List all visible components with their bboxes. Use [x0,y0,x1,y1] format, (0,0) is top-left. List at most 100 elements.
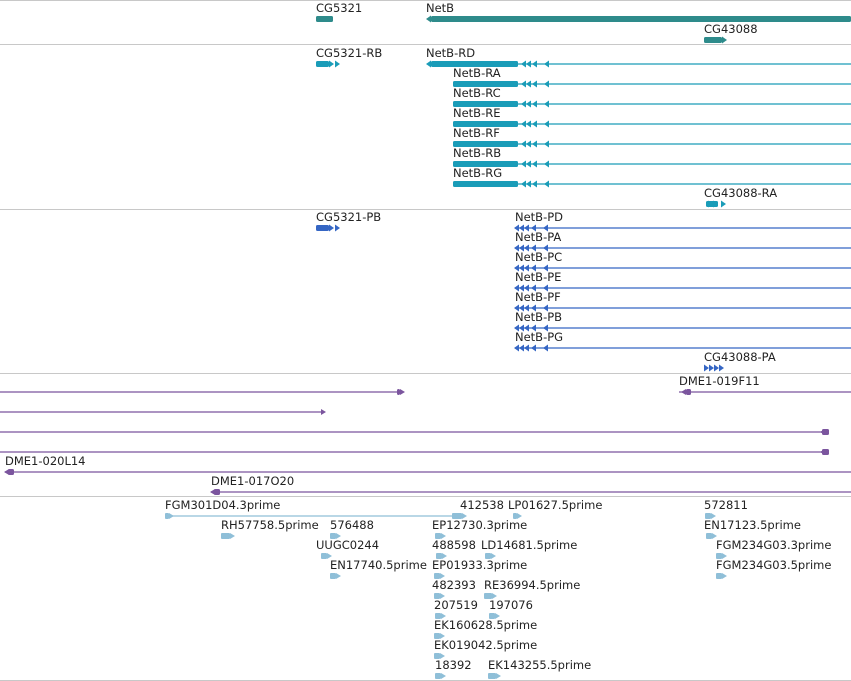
strand-arrow-left [681,389,686,395]
protein-label-netb-pf[interactable]: NetB-PF [515,290,561,304]
strand-arrow-left [521,60,526,68]
est-label-fgm234g03-3prime[interactable]: FGM234G03.3prime [716,538,832,552]
exon-block [316,16,333,22]
est-label-ek019042-5prime[interactable]: EK019042.5prime [434,638,538,652]
clone-dme1-020l14 [4,469,851,475]
est-label-lp01627-5prime[interactable]: LP01627.5prime [508,498,603,512]
clone-label-dme1-020l14[interactable]: DME1-020L14 [5,454,86,468]
strand-arrow-right [722,553,727,559]
strand-arrow-right [719,364,724,372]
strand-arrow-left [532,140,537,148]
strand-arrow-right [495,613,500,619]
est-label-en17740-5prime[interactable]: EN17740.5prime [330,558,427,572]
strand-arrow-right [711,513,716,519]
transcript-label-netb-rg[interactable]: NetB-RG [453,166,503,180]
est-block [435,613,441,619]
est-block [484,593,492,599]
est-label-ek160628-5prime[interactable]: EK160628.5prime [434,618,538,632]
clone-left-span-2 [0,409,326,415]
est-label-fgm301d04-3prime[interactable]: FGM301D04.3prime [165,498,281,512]
est-label-rh57758-5prime[interactable]: RH57758.5prime [221,518,319,532]
protein-netb-pa [514,244,851,252]
strand-arrow-left [532,180,537,188]
exon-block [431,16,851,22]
clone-span-3 [0,429,829,435]
est-label-207519[interactable]: 207519 [434,598,478,612]
strand-arrow-left [526,180,531,188]
est-label-576488[interactable]: 576488 [330,518,374,532]
clone-label-dme1-017o20[interactable]: DME1-017O20 [211,474,295,488]
strand-arrow-left [544,60,549,68]
transcript-label-netb-rb[interactable]: NetB-RB [453,146,502,160]
est-197076 [489,613,500,619]
strand-arrow-left [526,100,531,108]
exon-block [316,225,329,231]
est-label-ek143255-5prime[interactable]: EK143255.5prime [488,658,592,672]
strand-arrow-right [335,224,340,232]
protein-label-netb-pa[interactable]: NetB-PA [515,230,562,244]
est-label-18392[interactable]: 18392 [435,658,472,672]
est-label-197076[interactable]: 197076 [489,598,533,612]
est-en17740-5prime [330,573,341,579]
strand-arrow-left [532,80,537,88]
strand-arrow-left [526,160,531,168]
transcript-label-netb-rd[interactable]: NetB-RD [426,46,476,60]
strand-arrow-left [531,304,536,312]
protein-label-netb-pc[interactable]: NetB-PC [515,250,563,264]
gene-label-cg43088[interactable]: CG43088 [704,22,758,36]
est-label-488598[interactable]: 488598 [432,538,476,552]
strand-arrow-right [169,513,174,519]
est-block [435,673,441,679]
transcript-netb-rc [453,100,851,108]
transcript-label-netb-re[interactable]: NetB-RE [453,106,501,120]
est-label-482393[interactable]: 482393 [432,578,476,592]
transcript-label-cg43088-ra[interactable]: CG43088-RA [704,186,778,200]
strand-arrow-left [526,60,531,68]
est-block [489,613,495,619]
gene-label-cg5321[interactable]: CG5321 [316,1,363,15]
clone-label-dme1-019f11[interactable]: DME1-019F11 [679,374,760,388]
strand-arrow-left [544,80,549,88]
est-label-re36994-5prime[interactable]: RE36994.5prime [484,578,581,592]
exon-block [686,389,691,395]
strand-arrow-right [462,513,467,519]
transcript-label-cg5321-rb[interactable]: CG5321-RB [316,46,383,60]
est-label-ld14681-5prime[interactable]: LD14681.5prime [481,538,578,552]
transcript-cg5321-rb [316,60,340,68]
protein-label-netb-pb[interactable]: NetB-PB [515,310,563,324]
est-576488 [330,533,341,539]
strand-arrow-right [714,364,719,372]
strand-arrow-right [491,553,496,559]
transcript-label-netb-rf[interactable]: NetB-RF [453,126,500,140]
strand-arrow-right [321,409,326,415]
protein-label-cg5321-pb[interactable]: CG5321-PB [316,210,382,224]
transcript-netb-rf [453,140,851,148]
strand-arrow-left [210,489,215,495]
strand-arrow-left [519,224,524,232]
protein-label-netb-pe[interactable]: NetB-PE [515,270,562,284]
transcript-label-netb-ra[interactable]: NetB-RA [453,66,501,80]
est-block [485,553,491,559]
transcript-netb-rg [453,180,851,188]
protein-label-netb-pd[interactable]: NetB-PD [515,210,564,224]
est-label-en17123-5prime[interactable]: EN17123.5prime [704,518,801,532]
est-label-412538[interactable]: 412538 [460,498,504,512]
est-label-uugc0244[interactable]: UUGC0244 [316,538,380,552]
est-label-572811[interactable]: 572811 [704,498,748,512]
est-label-ep12730-3prime[interactable]: EP12730.3prime [432,518,528,532]
strand-arrow-left [521,180,526,188]
est-label-fgm234g03-5prime[interactable]: FGM234G03.5prime [716,558,832,572]
transcript-label-netb-rc[interactable]: NetB-RC [453,86,501,100]
est-block [165,513,169,519]
strand-arrow-left [514,224,519,232]
est-block [513,513,517,519]
strand-arrow-right [709,364,714,372]
protein-label-cg43088-pa[interactable]: CG43088-PA [704,350,776,364]
est-label-ep01933-3prime[interactable]: EP01933.3prime [432,558,528,572]
est-en17123-5prime [706,533,717,539]
exon-block [453,121,518,127]
gene-label-netb[interactable]: NetB [426,1,455,15]
strand-arrow-left [544,100,549,108]
est-ep01933-3prime [434,573,445,579]
protein-label-netb-pg[interactable]: NetB-PG [515,330,564,344]
